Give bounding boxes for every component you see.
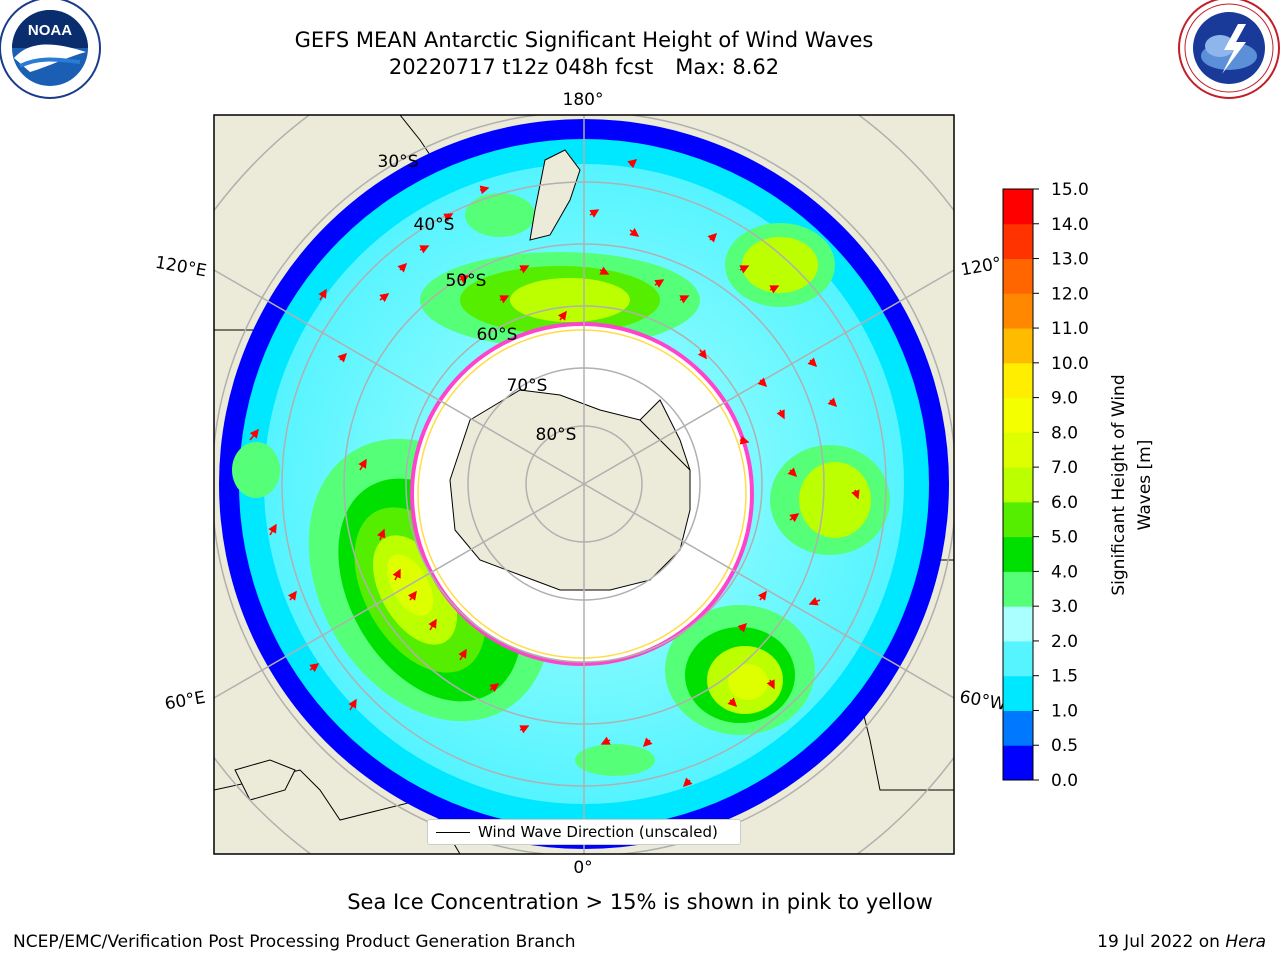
colorbar-tick-label: 0.5 (1051, 736, 1078, 756)
colorbar-tick-label: 3.0 (1051, 597, 1078, 617)
colorbar-tick-label: 9.0 (1051, 389, 1078, 409)
figure-subtitle: 20220717 t12z 048h fcst Max: 8.62 (184, 54, 984, 80)
footer-date: 19 Jul 2022 on (1097, 932, 1226, 952)
colorbar-tick-label: 5.0 (1051, 528, 1078, 548)
colorbar-bin (1003, 258, 1033, 294)
colorbar-bin (1003, 432, 1033, 468)
longitude-lines (214, 115, 954, 854)
colorbar-label-line2: Waves [m] (1135, 440, 1155, 531)
antarctic-peninsula (639, 399, 691, 471)
lon-label-60w: 60°W (958, 687, 1008, 715)
nws-logo (1178, 0, 1280, 99)
colorbar-bin (1003, 710, 1033, 746)
wave-height-contours (232, 193, 890, 776)
colorbar-tick-label: 10.0 (1051, 354, 1089, 374)
colorbar-bin (1003, 640, 1033, 677)
colorbar-ticks: 15.0 14.0 13.0 12.0 11.0 10.0 9.0 8.0 7.0 6.0 5.0 4… (1033, 180, 1089, 791)
lon-label-120e: 120°E (154, 253, 208, 282)
colorbar-bin (1003, 501, 1033, 538)
noaa-logo: NOAA (0, 0, 101, 99)
colorbar-tick-label: 11.0 (1051, 319, 1089, 339)
colorbar-tick-label: 2.0 (1051, 632, 1078, 652)
colorbar-bin (1003, 675, 1033, 711)
colorbar-bin (1003, 223, 1033, 260)
colorbar-tick-label: 15.0 (1051, 180, 1089, 200)
colorbar-tick-label: 7.0 (1051, 458, 1078, 478)
lat-label-30s: 30°S (378, 152, 419, 172)
legend-line-sample (436, 832, 470, 833)
colorbar-bin (1003, 362, 1033, 399)
footer-host: Hera (1225, 932, 1266, 952)
colorbar-bin (1003, 571, 1033, 607)
colorbar-bin (1003, 467, 1033, 503)
map-frame (213, 114, 955, 855)
lon-label-60e: 60°E (163, 688, 207, 715)
run-info: 20220717 t12z 048h fcst (388, 55, 654, 79)
map-legend: Wind Wave Direction (unscaled) (427, 819, 741, 845)
figure-title: GEFS MEAN Antarctic Significant Height o… (294, 28, 874, 52)
sea-ice-caption: Sea Ice Concentration > 15% is shown in … (347, 890, 933, 914)
colorbar-bin (1003, 328, 1033, 364)
lon-label-120w: 120° (959, 254, 1003, 281)
colorbar-tick-label: 12.0 (1051, 284, 1089, 304)
lat-label-40s: 40°S (414, 215, 455, 235)
footer-timestamp: 19 Jul 2022 on Hera (1097, 932, 1266, 952)
colorbar-bin (1003, 606, 1033, 642)
colorbar-tick-label: 6.0 (1051, 493, 1078, 513)
lat-label-80s: 80°S (536, 425, 577, 445)
colorbar-tick-label: 13.0 (1051, 250, 1089, 270)
colorbar-bin (1003, 745, 1033, 781)
colorbar-label-line1: Significant Height of Wind (1109, 374, 1129, 595)
colorbar-tick-label: 4.0 (1051, 562, 1078, 582)
madagascar-landmass (234, 759, 296, 801)
polar-map: 180° 0° 120°E 60°E 120° 60°W 30°S 40°S 5… (154, 90, 1008, 878)
legend-label: Wind Wave Direction (unscaled) (478, 823, 718, 841)
colorbar-bins (1003, 189, 1033, 781)
colorbar-bin (1003, 189, 1033, 225)
colorbar-frame (1002, 188, 1034, 781)
lon-label-180: 180° (563, 90, 604, 110)
colorbar-tick-label: 1.5 (1051, 667, 1078, 687)
colorbar-tick-label: 1.0 (1051, 701, 1078, 721)
colorbar-bin (1003, 536, 1033, 572)
noaa-logo-text: NOAA (28, 22, 72, 39)
lat-label-70s: 70°S (507, 376, 548, 396)
new-zealand-landmass (529, 149, 581, 241)
colorbar-bin (1003, 397, 1033, 433)
lat-label-60s: 60°S (477, 325, 518, 345)
colorbar: 15.0 14.0 13.0 12.0 11.0 10.0 9.0 8.0 7.0 6.0 5.0 4… (1002, 180, 1155, 791)
colorbar-bin (1003, 293, 1033, 329)
colorbar-tick-label: 14.0 (1051, 215, 1089, 235)
max-value: Max: 8.62 (675, 55, 780, 79)
colorbar-tick-label: 8.0 (1051, 423, 1078, 443)
lat-label-50s: 50°S (446, 271, 487, 291)
colorbar-tick-label: 0.0 (1051, 771, 1078, 791)
lon-label-0: 0° (573, 858, 592, 878)
footer-credit: NCEP/EMC/Verification Post Processing Pr… (13, 932, 576, 952)
wind-wave-arrows (249, 159, 860, 788)
